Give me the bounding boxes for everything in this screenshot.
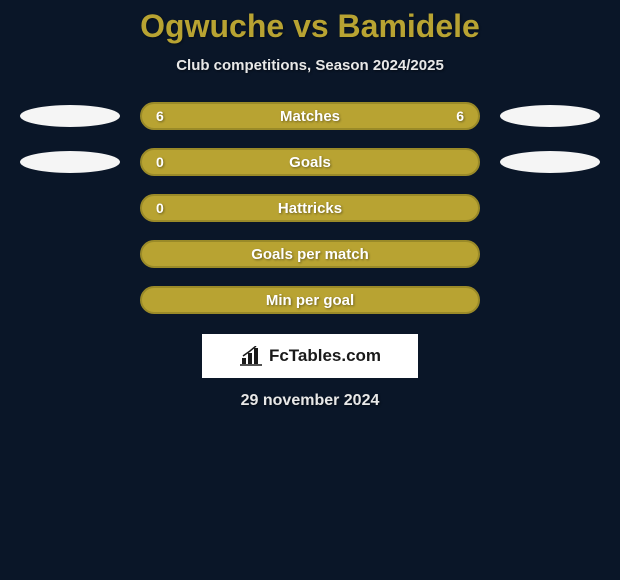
stat-label: Goals per match <box>251 246 369 263</box>
left-ellipse <box>20 151 120 173</box>
right-ellipse <box>500 105 600 127</box>
right-spacer <box>500 243 600 265</box>
stats-list: 6 Matches 6 0 Goals 0 Hattricks Goals per match… <box>0 102 620 314</box>
stat-value-left: 0 <box>156 200 170 216</box>
stat-value-left: 0 <box>156 154 170 170</box>
stat-bar: 0 Hattricks <box>140 194 480 222</box>
stat-bar: Goals per match <box>140 240 480 268</box>
comparison-title: Ogwuche vs Bamidele <box>0 8 620 45</box>
stat-label: Min per goal <box>266 292 354 309</box>
stat-row: 0 Goals <box>0 148 620 176</box>
left-spacer <box>20 197 120 219</box>
stat-value-right: 6 <box>450 108 464 124</box>
left-spacer <box>20 243 120 265</box>
right-ellipse <box>500 151 600 173</box>
right-spacer <box>500 289 600 311</box>
stat-row: Goals per match <box>0 240 620 268</box>
stat-bar: 6 Matches 6 <box>140 102 480 130</box>
brand-text: FcTables.com <box>269 346 381 366</box>
comparison-subtitle: Club competitions, Season 2024/2025 <box>0 57 620 74</box>
stat-bar: 0 Goals <box>140 148 480 176</box>
left-spacer <box>20 289 120 311</box>
right-spacer <box>500 197 600 219</box>
comparison-card: Ogwuche vs Bamidele Club competitions, S… <box>0 0 620 410</box>
stat-label: Matches <box>280 108 340 125</box>
stat-label: Goals <box>289 154 331 171</box>
stat-label: Hattricks <box>278 200 342 217</box>
stat-row: 6 Matches 6 <box>0 102 620 130</box>
bar-chart-icon <box>239 346 263 366</box>
stat-value-left: 6 <box>156 108 170 124</box>
stat-row: Min per goal <box>0 286 620 314</box>
footer-date: 29 november 2024 <box>0 392 620 410</box>
stat-bar: Min per goal <box>140 286 480 314</box>
left-ellipse <box>20 105 120 127</box>
stat-row: 0 Hattricks <box>0 194 620 222</box>
brand-badge[interactable]: FcTables.com <box>202 334 418 378</box>
